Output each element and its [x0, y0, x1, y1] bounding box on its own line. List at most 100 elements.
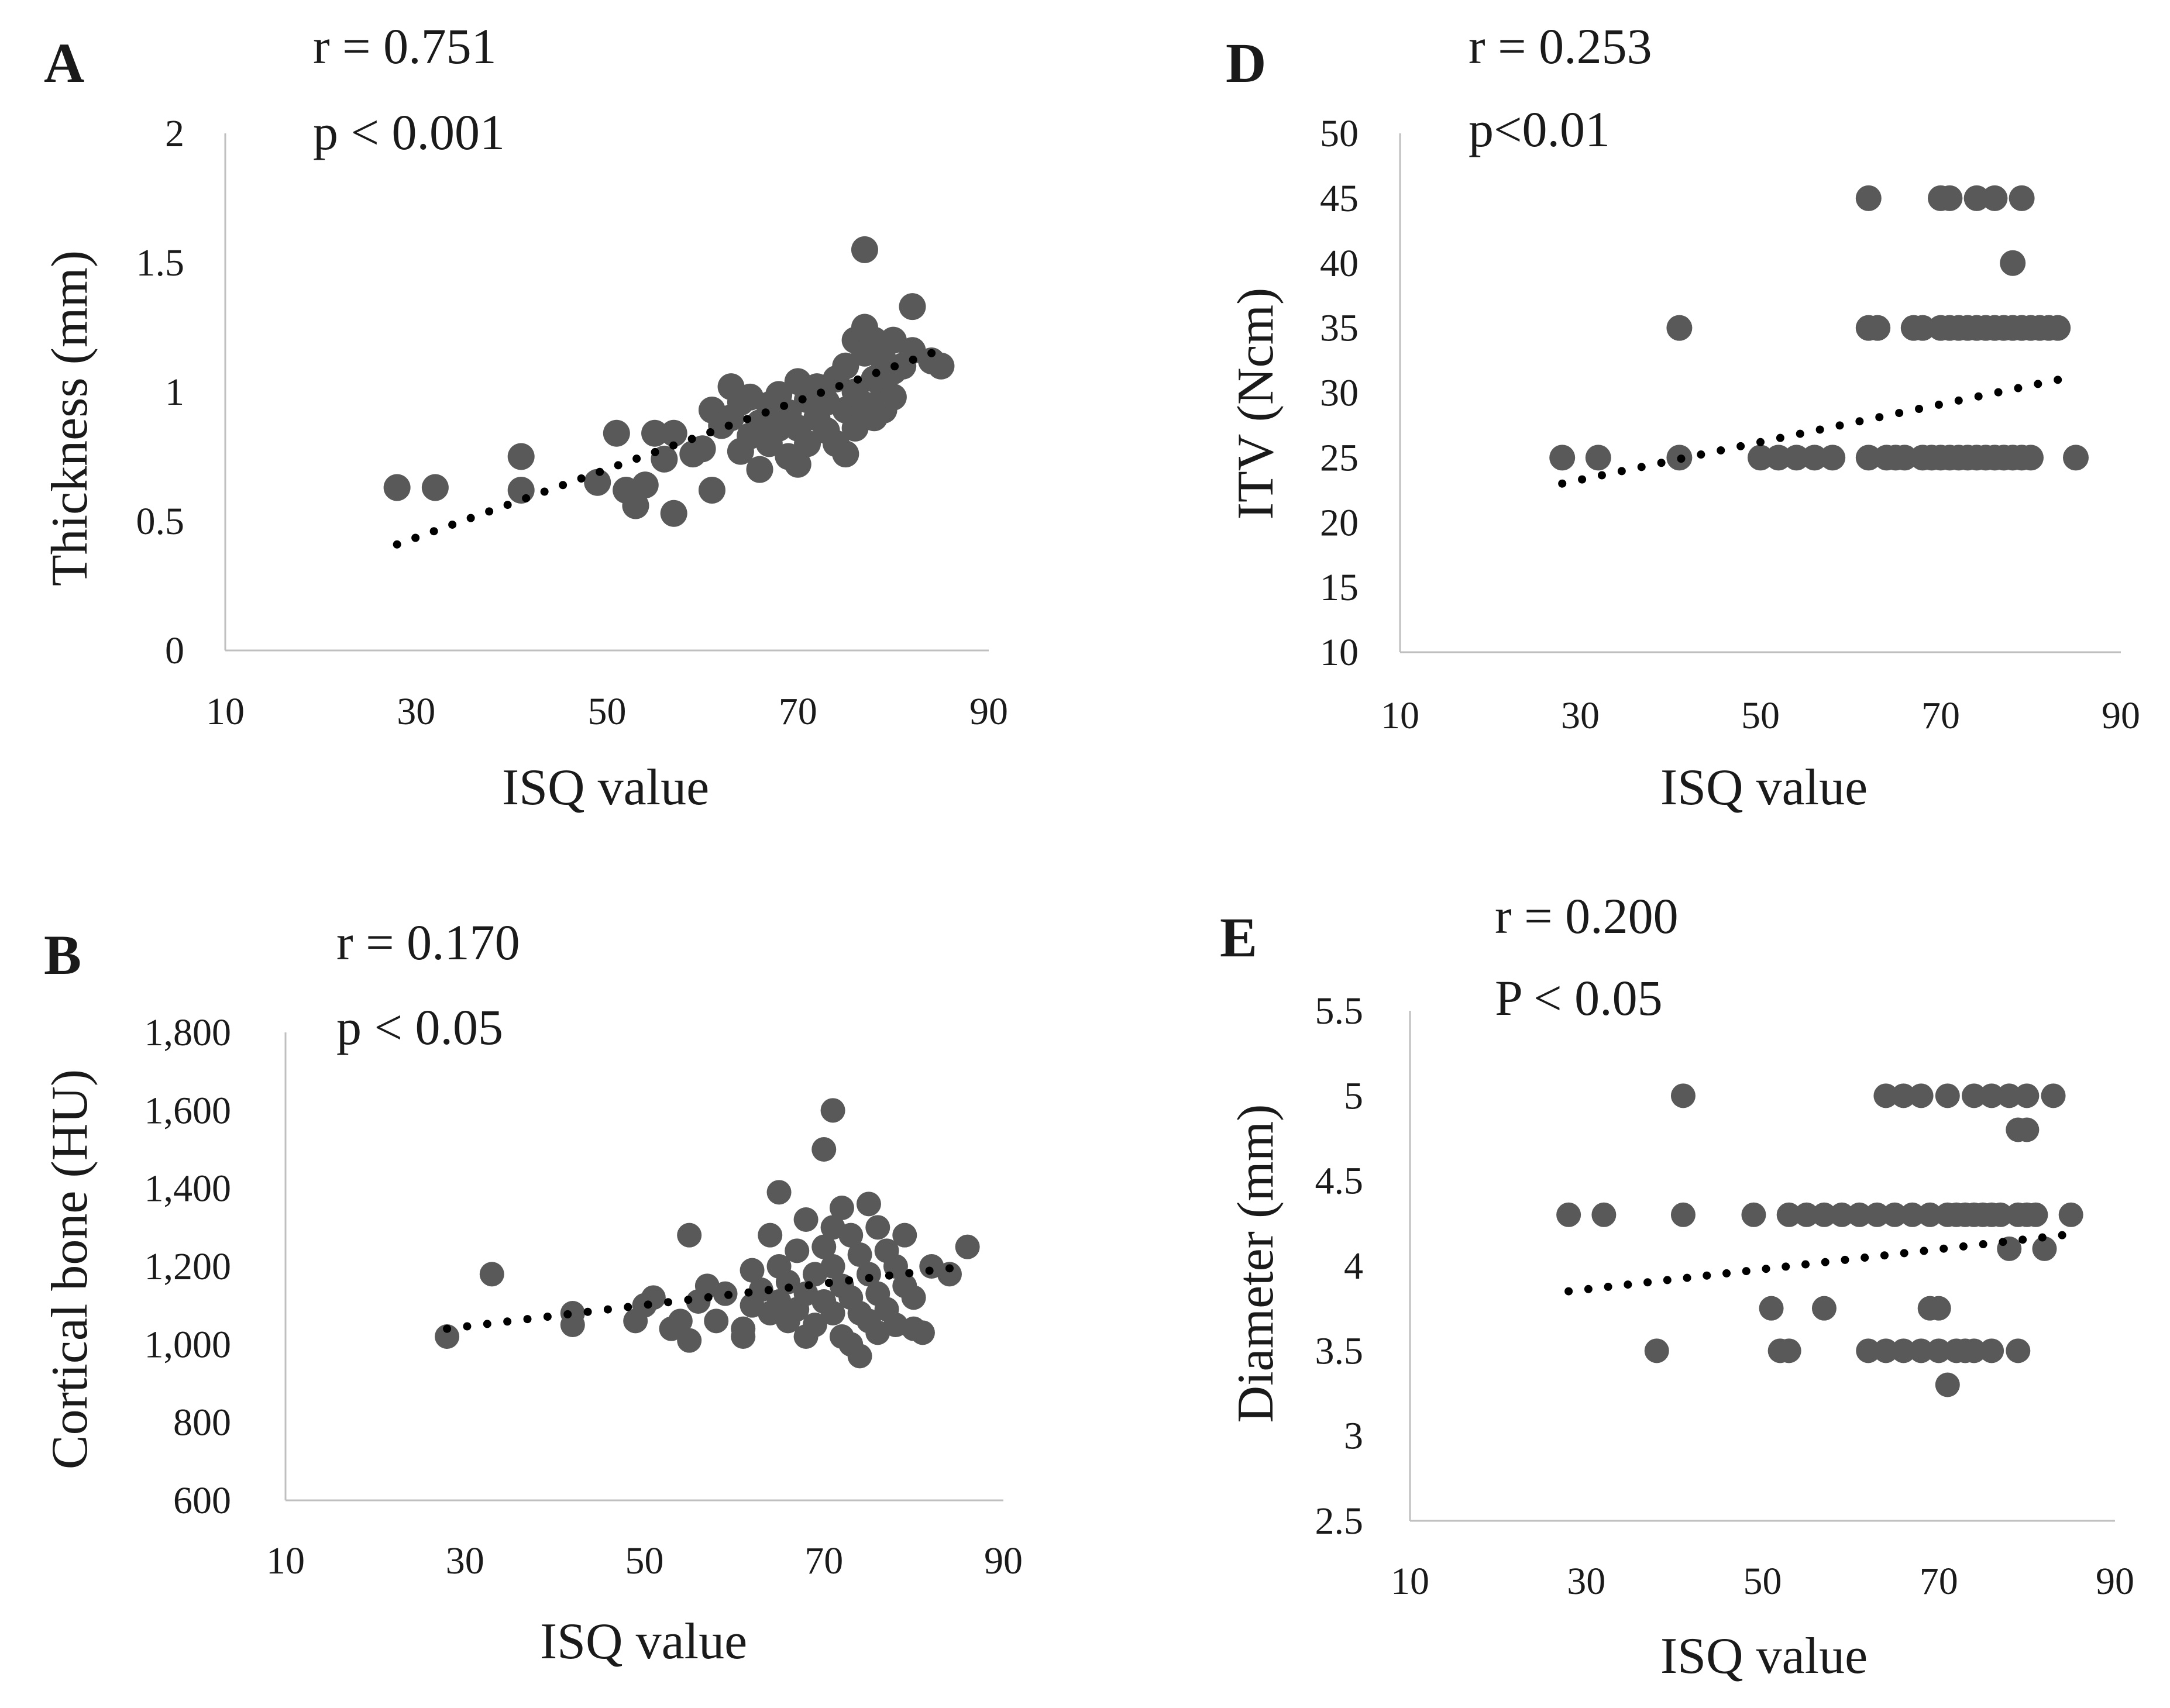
panel-b-data-point — [775, 1269, 800, 1294]
panel-a-trendline-dot — [632, 454, 641, 463]
panel-b-data-point — [668, 1308, 693, 1334]
panel-e-trendline-dot — [1782, 1262, 1790, 1271]
panel-b-data-point — [704, 1308, 729, 1334]
panel-a-trendline-dot — [651, 447, 659, 456]
panel-d-trendline-dot — [1974, 392, 1983, 401]
panel-e-trendline-dot — [1742, 1267, 1751, 1276]
panel-a-trendline-dot — [503, 501, 512, 509]
panel-e-trendline-dot — [2038, 1233, 2047, 1242]
panel-e-data-point — [1962, 1338, 1986, 1363]
panel-e-data-point — [2014, 1117, 2040, 1142]
panel-e-trendline-dot — [1604, 1282, 1612, 1291]
panel-e-data-point — [1891, 1083, 1916, 1108]
panel-a-label: A — [44, 32, 84, 94]
panel-e-data-point — [1997, 1083, 2022, 1108]
panel-e-x-tick-label: 50 — [1743, 1560, 1782, 1603]
panel-a-data-point — [603, 419, 630, 447]
panel-b-data-point — [758, 1223, 783, 1248]
panel-d-trendline-dot — [1796, 429, 1804, 438]
panel-b-trendline-dot — [905, 1269, 914, 1277]
panel-e-data-point — [1926, 1296, 1951, 1321]
panel-d-trendline-dot — [1578, 475, 1587, 484]
panel-e-trendline-dot — [1979, 1240, 1987, 1249]
panel-b-trendline-dot — [663, 1298, 672, 1307]
panel-b-r-value: r = 0.170 — [336, 914, 520, 970]
panel-a-r-value: r = 0.751 — [313, 18, 497, 74]
panel-b-data-point — [856, 1192, 881, 1217]
panel-e-trendline-dot — [1643, 1278, 1652, 1287]
panel-e-data-point — [1891, 1338, 1916, 1363]
panel-e-trendline-dot — [1624, 1280, 1632, 1289]
panel-b-y-axis-title: Cortical bone (HU) — [42, 1069, 98, 1469]
panel-d-trendline-dot — [1954, 396, 1963, 405]
panel-e-trendline-dot — [1920, 1246, 1928, 1255]
panel-a-data-point — [832, 352, 859, 380]
panel-b-trendline-dot — [785, 1283, 793, 1292]
panel-e-data-point — [1926, 1338, 1951, 1363]
panel-d-trendline-dot — [1717, 446, 1725, 454]
panel-b: B r = 0.170 p < 0.05 Cortical bone (HU) … — [42, 914, 1023, 1670]
panel-d-trendline-dot — [1875, 413, 1884, 422]
panel-b-x-axis-title: ISQ value — [540, 1613, 747, 1670]
panel-d-x-tick-label: 10 — [1381, 694, 1419, 737]
panel-e-data-point — [1908, 1338, 1934, 1363]
panel-d-trendline-dot — [1934, 400, 1943, 409]
panel-a-x-tick-label: 30 — [397, 690, 435, 733]
panel-d-y-tick-label: 45 — [1320, 177, 1359, 220]
panel-b-trendline-dot — [684, 1296, 693, 1304]
panel-e-data-point — [1882, 1202, 1907, 1227]
panel-a-x-tick-label: 70 — [779, 690, 817, 733]
panel-b-trendline-dot — [583, 1307, 592, 1316]
panel-b-x-tick-label: 70 — [804, 1540, 843, 1582]
panel-e-trendline-dot — [1999, 1238, 2007, 1246]
panel-e-x-tick-label: 30 — [1567, 1560, 1605, 1603]
panel-e-data-point — [1670, 1083, 1696, 1108]
panel-b-data-point — [937, 1262, 962, 1287]
panel-d-trendline-dot — [1697, 450, 1705, 459]
panel-b-trendline-dot — [624, 1303, 632, 1311]
panel-a-x-tick-label: 90 — [969, 690, 1008, 733]
panel-b-data-point — [677, 1223, 702, 1248]
panel-d-data-point — [2063, 445, 2089, 471]
panel-d-trendline-dot — [1657, 459, 1666, 467]
panel-d-r-value: r = 0.253 — [1469, 18, 1652, 74]
panel-d-y-tick-label: 35 — [1320, 307, 1359, 350]
panel-a-data-point — [832, 440, 859, 468]
panel-d-y-tick-label: 50 — [1320, 112, 1359, 155]
panel-d-plot: 10 15 20 25 30 35 40 45 50 10 30 50 70 90 — [1320, 112, 2140, 737]
panel-b-x-tick-label: 90 — [984, 1540, 1023, 1582]
panel-e-trendline-dot — [1683, 1273, 1691, 1282]
panel-b-y-tick-label: 1,600 — [145, 1089, 232, 1132]
panel-d-p-value: p<0.01 — [1469, 101, 1610, 157]
panel-a-data-point — [784, 450, 811, 478]
panel-a-trendline-dot — [577, 474, 586, 483]
panel-a-data-point — [641, 419, 669, 447]
panel-e-data-point — [1979, 1338, 2004, 1363]
panel-a-trendline-dot — [780, 401, 789, 410]
panel-b-data-point — [740, 1258, 765, 1283]
panel-a-data-point — [746, 456, 773, 483]
panel-b-trendline-dot — [463, 1322, 472, 1331]
panel-e-y-tick-label: 4 — [1344, 1245, 1363, 1287]
panel-b-data-point — [829, 1196, 854, 1220]
panel-d-data-point — [1855, 445, 1882, 471]
panel-b-plot: 600 800 1,000 1,200 1,400 1,600 1,800 10 30 50 70 9… — [145, 1011, 1023, 1582]
panel-a: A r = 0.751 p < 0.001 Thickness (mm) ISQ… — [42, 18, 1008, 816]
panel-e-data-point — [1979, 1083, 2004, 1108]
panel-b-data-point — [955, 1234, 980, 1259]
panel-b-data-point — [748, 1277, 773, 1302]
panel-e-data-point — [1741, 1202, 1766, 1227]
panel-e-data-point — [1873, 1338, 1899, 1363]
panel-d-data-point — [1820, 445, 1846, 471]
panel-e-data-point — [1776, 1202, 1801, 1227]
panel-e-r-value: r = 0.200 — [1495, 888, 1679, 944]
panel-b-x-tick-label: 30 — [446, 1540, 484, 1582]
panel-a-trendline-dot — [411, 533, 420, 542]
panel-d-data-point — [2045, 315, 2071, 341]
panel-e-data-point — [2023, 1202, 2048, 1227]
panel-a-data-point — [622, 492, 649, 519]
panel-e-p-value: P < 0.05 — [1495, 970, 1663, 1026]
panel-d-trendline-dot — [1835, 421, 1844, 430]
panel-b-y-tick-label: 1,200 — [145, 1245, 232, 1288]
panel-d-trendline-dot — [1677, 454, 1686, 463]
